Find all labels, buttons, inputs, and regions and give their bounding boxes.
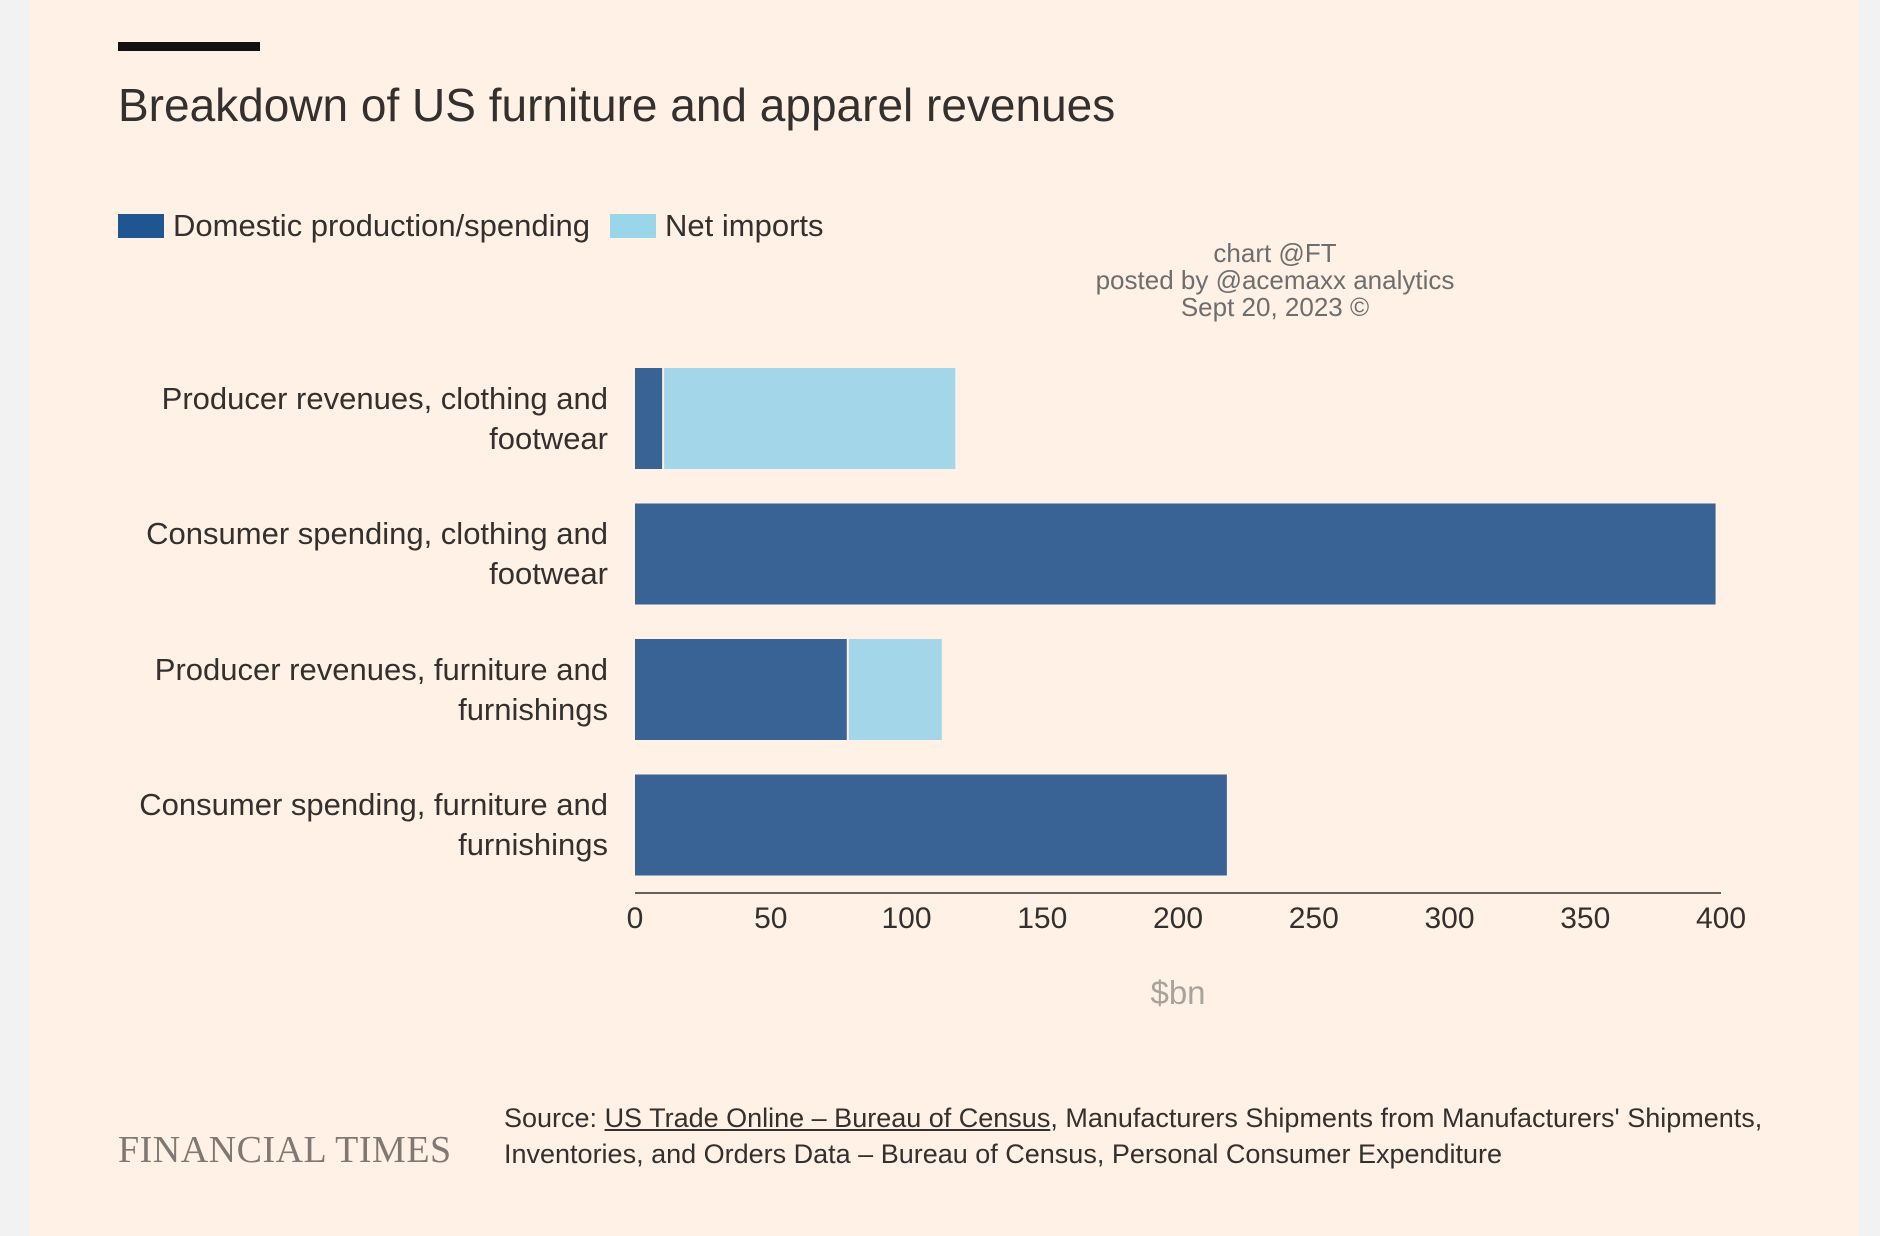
- category-label-3-line-1: furnishings: [458, 827, 608, 862]
- x-tick-label-200: 200: [1153, 902, 1203, 935]
- x-tick-label-350: 350: [1560, 902, 1610, 935]
- legend-swatch-domestic: [118, 214, 164, 238]
- x-tick-label-400: 400: [1696, 902, 1746, 935]
- x-tick-label-300: 300: [1424, 902, 1474, 935]
- watermark-line-1: chart @FT: [1213, 238, 1337, 268]
- legend-swatch-net-imports: [610, 214, 657, 238]
- x-tick-label-0: 0: [627, 902, 644, 935]
- chart-title: Breakdown of US furniture and apparel re…: [118, 79, 1116, 131]
- x-axis-title: $bn: [1150, 974, 1205, 1011]
- category-label-0-line-1: footwear: [489, 420, 608, 456]
- source-note: Source: US Trade Online – Bureau of Cens…: [504, 1100, 1764, 1172]
- category-label-3: Consumer spending, furniture and furnishi…: [88, 785, 608, 865]
- watermark: chart @FT posted by @acemaxx analytics S…: [1040, 240, 1510, 321]
- x-tick-label-250: 250: [1289, 902, 1339, 935]
- source-prefix: Source:: [504, 1103, 605, 1133]
- watermark-line-3: Sept 20, 2023 ©: [1180, 292, 1370, 322]
- category-label-1-line-0: Consumer spending, clothing and: [146, 516, 608, 551]
- financial-times-logo: FINANCIAL TIMES: [118, 1129, 452, 1171]
- bar-domestic-3: [635, 774, 1227, 876]
- legend-label-net-imports: Net imports: [665, 208, 824, 243]
- x-tick-label-50: 50: [754, 902, 787, 935]
- x-tick-label-100: 100: [881, 902, 931, 935]
- legend-item-domestic: Domestic production/spending: [118, 208, 590, 244]
- chart-card: [30, 0, 1858, 1236]
- bar-domestic-0: [635, 368, 663, 469]
- category-label-0: Producer revenues, clothing and footwear: [88, 379, 608, 459]
- legend-item-net-imports: Net imports: [610, 208, 824, 244]
- category-label-2-line-1: furnishings: [458, 691, 608, 727]
- legend: Domestic production/spending Net imports: [118, 208, 844, 244]
- bar-domestic-2: [635, 639, 847, 740]
- bar-net-imports-0: [664, 368, 956, 469]
- x-tick-label-150: 150: [1017, 902, 1067, 935]
- category-label-1: Consumer spending, clothing and footwear: [88, 514, 608, 594]
- source-rest: , Manufacturers Shipments from Manufactu…: [504, 1103, 1763, 1169]
- category-label-0-line-0: Producer revenues, clothing and: [161, 380, 608, 416]
- legend-label-domestic: Domestic production/spending: [173, 208, 591, 243]
- category-label-2-line-0: Producer revenues, furniture and: [154, 651, 608, 687]
- title-accent-bar: [118, 42, 260, 51]
- category-label-1-line-1: footwear: [489, 556, 608, 591]
- category-label-3-line-0: Consumer spending, furniture and: [139, 787, 608, 822]
- watermark-line-2: posted by @acemaxx analytics: [1095, 265, 1455, 295]
- source-link[interactable]: US Trade Online – Bureau of Census: [604, 1103, 1051, 1133]
- category-label-2: Producer revenues, furniture and furnishi…: [88, 650, 608, 730]
- bar-net-imports-2: [848, 639, 942, 740]
- bar-domestic-1: [635, 503, 1716, 605]
